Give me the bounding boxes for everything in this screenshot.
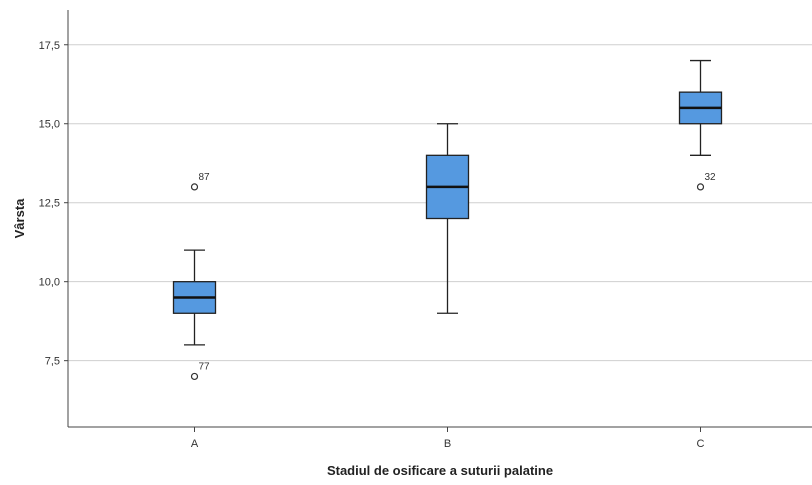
outlier-point <box>696 183 705 191</box>
box-A: 87 77 <box>172 172 217 381</box>
box-series: 87 77 32 <box>172 59 723 381</box>
outlier-label: 87 <box>199 172 211 183</box>
outlier-label: 77 <box>199 361 211 372</box>
outlier-point <box>190 183 199 191</box>
y-tick-label: 12,5 <box>39 198 60 210</box>
x-tick-label: B <box>444 438 451 450</box>
box-C: 32 <box>678 59 723 191</box>
y-axis-ticks: 7,5 10,0 12,5 15,0 17,5 <box>39 40 68 368</box>
y-tick-label: 17,5 <box>39 40 60 52</box>
y-tick-label: 10,0 <box>39 277 60 289</box>
outlier-label: 32 <box>705 172 717 183</box>
x-tick-label: C <box>697 438 705 450</box>
x-axis-ticks: ABCD <box>191 427 705 450</box>
box-B <box>425 123 470 314</box>
y-axis-title: Vârsta <box>12 198 27 239</box>
outlier-point <box>190 372 199 381</box>
x-axis-title: Stadiul de osificare a suturii palatine <box>327 463 553 478</box>
y-tick-label: 15,0 <box>39 119 60 131</box>
x-tick-label: A <box>191 438 199 450</box>
y-tick-label: 7,5 <box>45 356 60 368</box>
